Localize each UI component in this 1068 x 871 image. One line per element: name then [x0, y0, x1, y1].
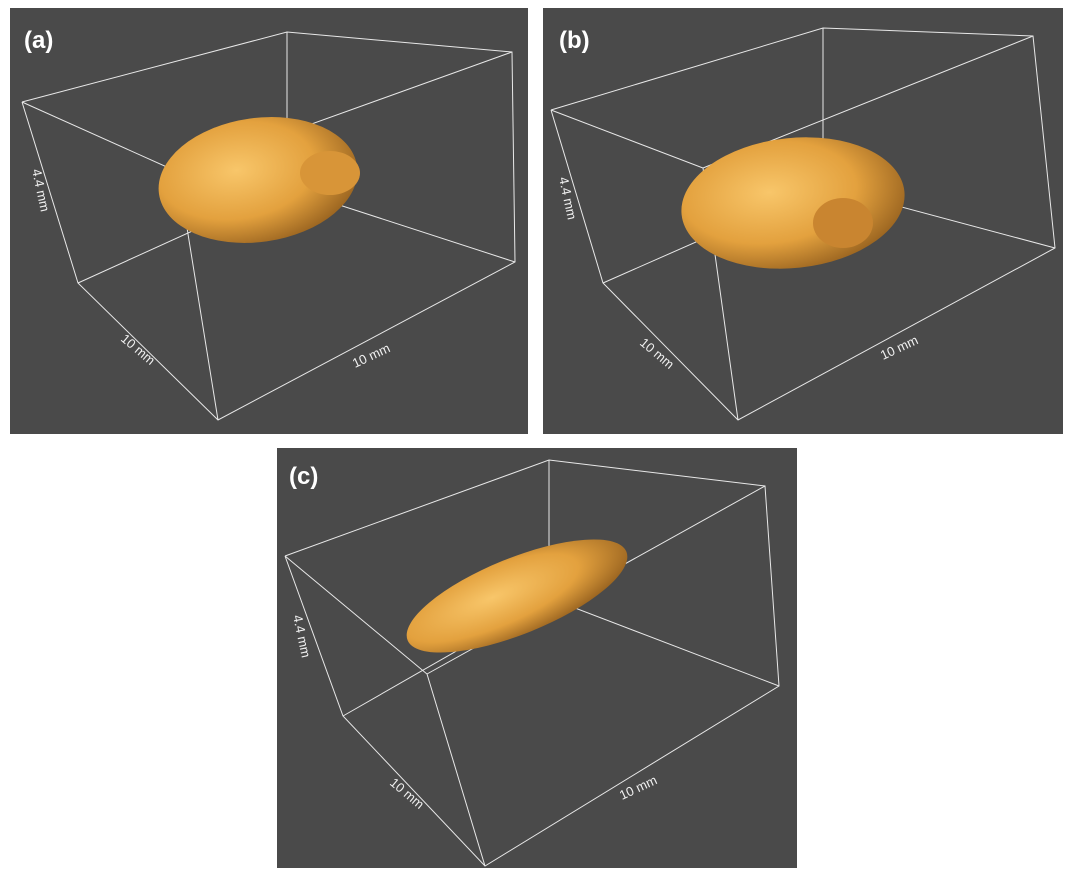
specimen-render: [300, 151, 360, 195]
figure: (a) 4.4 mm 10 mm 10 mm (b) 4.4 mm 10 mm …: [0, 0, 1068, 871]
panel-label: (a): [24, 27, 53, 54]
panel-label: (c): [289, 463, 318, 490]
specimen-render: [813, 198, 873, 248]
panel-a: (a) 4.4 mm 10 mm 10 mm: [10, 8, 528, 434]
panel-b: (b) 4.4 mm 10 mm 10 mm: [543, 8, 1063, 434]
panel-background: [277, 448, 797, 868]
panel-label: (b): [559, 27, 590, 54]
panel-c: (c) 4.4 mm 10 mm 10 mm: [277, 448, 797, 868]
